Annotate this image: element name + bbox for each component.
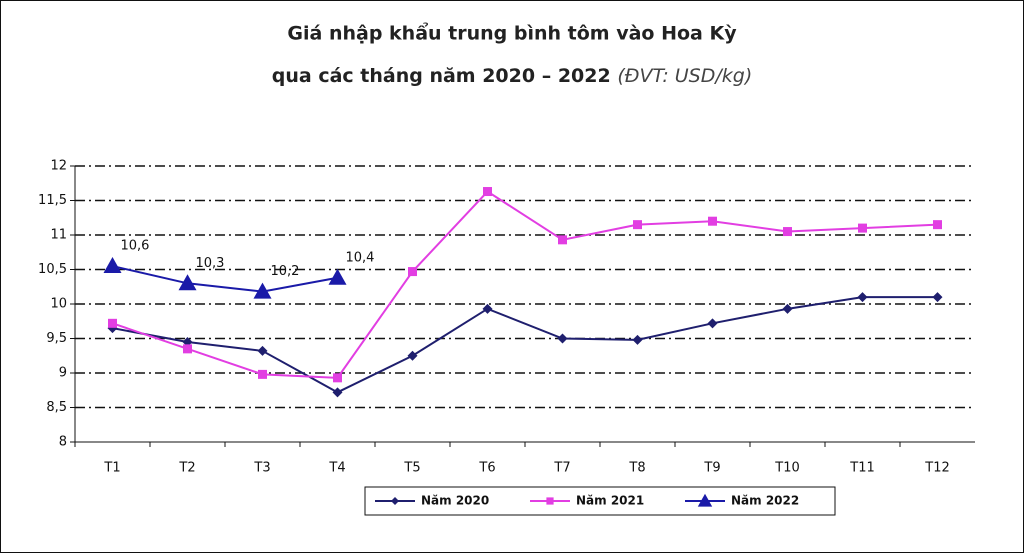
marker bbox=[557, 333, 568, 344]
x-tick-label: T9 bbox=[703, 461, 720, 476]
marker bbox=[697, 493, 713, 507]
x-tick-label: T6 bbox=[478, 461, 495, 476]
x-tick-label: T10 bbox=[774, 461, 799, 476]
series-line bbox=[112, 296, 938, 394]
marker bbox=[632, 334, 643, 345]
x-tick-label: T5 bbox=[403, 461, 420, 476]
y-tick-label: 11,5 bbox=[38, 193, 67, 208]
marker bbox=[333, 373, 342, 383]
y-tick-label: 9 bbox=[59, 366, 67, 381]
unit: (ĐVT: USD/kg) bbox=[617, 65, 752, 87]
marker bbox=[407, 350, 418, 361]
marker bbox=[933, 220, 942, 230]
chart-subtitle-line: qua các tháng năm 2020 – 2022 (ĐVT: USD/… bbox=[272, 65, 753, 87]
x-tick-label: T11 bbox=[849, 461, 874, 476]
series-line bbox=[112, 190, 938, 379]
marker bbox=[257, 345, 268, 356]
marker bbox=[332, 387, 343, 398]
marker bbox=[858, 223, 867, 233]
legend: Năm 2020 Năm 2021 Năm 2022 bbox=[364, 486, 836, 516]
marker bbox=[857, 292, 868, 303]
marker bbox=[108, 318, 117, 328]
data-label: 10,6 bbox=[121, 239, 150, 254]
marker bbox=[783, 227, 792, 237]
marker bbox=[558, 235, 567, 245]
y-tick-label: 8 bbox=[59, 435, 67, 450]
marker bbox=[408, 267, 417, 277]
marker bbox=[782, 303, 793, 314]
marker bbox=[707, 318, 718, 329]
marker bbox=[183, 344, 192, 354]
data-label: 10,4 bbox=[346, 250, 375, 265]
x-tick-label: T2 bbox=[178, 461, 195, 476]
marker bbox=[178, 274, 197, 291]
y-tick-label: 10 bbox=[50, 297, 67, 312]
legend-label: Năm 2020 bbox=[421, 494, 489, 508]
legend-label: Năm 2022 bbox=[731, 494, 799, 508]
marker bbox=[482, 303, 493, 314]
marker bbox=[633, 220, 642, 230]
data-label: 10,3 bbox=[196, 256, 225, 271]
marker bbox=[253, 282, 272, 299]
x-tick-label: T12 bbox=[924, 461, 949, 476]
y-tick-label: 11 bbox=[50, 228, 67, 243]
marker bbox=[708, 216, 717, 226]
x-tick-label: T8 bbox=[628, 461, 645, 476]
series-line bbox=[112, 265, 338, 293]
marker bbox=[932, 292, 943, 303]
x-tick-label: T1 bbox=[103, 461, 120, 476]
x-tick-label: T3 bbox=[253, 461, 270, 476]
y-tick-label: 9,5 bbox=[46, 331, 67, 346]
y-tick-label: 10,5 bbox=[38, 262, 67, 277]
legend-box bbox=[364, 486, 836, 516]
chart-subtitle: qua các tháng năm 2020 – 2022 bbox=[272, 65, 611, 87]
y-tick-label: 8,5 bbox=[46, 400, 67, 415]
y-tick-label: 12 bbox=[50, 159, 67, 174]
x-tick-label: T4 bbox=[328, 461, 345, 476]
marker bbox=[258, 369, 267, 379]
legend-label: Năm 2021 bbox=[576, 494, 644, 508]
chart-title: Giá nhập khẩu trung bình tôm vào Hoa Kỳ bbox=[287, 22, 737, 45]
marker bbox=[391, 497, 399, 505]
marker bbox=[483, 187, 492, 197]
data-label: 10,2 bbox=[271, 264, 300, 279]
x-tick-label: T7 bbox=[553, 461, 570, 476]
marker bbox=[103, 257, 122, 274]
marker bbox=[546, 497, 554, 505]
marker bbox=[328, 268, 347, 285]
